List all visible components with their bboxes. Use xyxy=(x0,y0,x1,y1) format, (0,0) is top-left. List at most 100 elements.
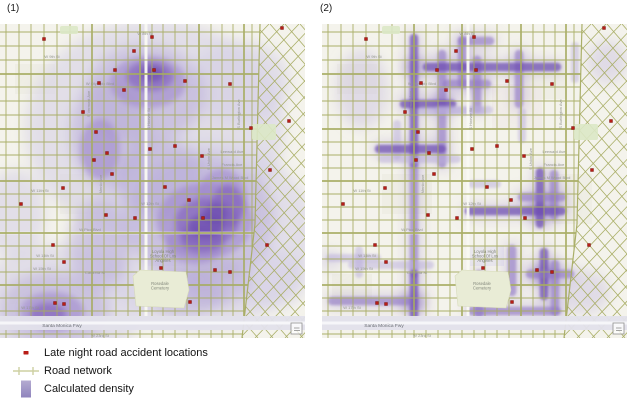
accident-point xyxy=(416,130,420,134)
school-label: Loyola High School Of Los Angeles xyxy=(150,249,176,263)
legend-label-road-network: Road network xyxy=(44,365,112,377)
accident-point xyxy=(19,202,23,206)
accident-point xyxy=(51,243,55,247)
svg-text:S Hoover St: S Hoover St xyxy=(146,107,151,129)
svg-text:S Union Ave: S Union Ave xyxy=(528,147,533,170)
svg-text:Menlo Ave: Menlo Ave xyxy=(98,174,103,193)
accident-point xyxy=(268,168,272,172)
accident-point xyxy=(92,158,96,162)
accident-point xyxy=(105,151,109,155)
accident-point xyxy=(364,37,368,41)
legend-item-accidents: Late night road accident locations xyxy=(0,344,320,362)
accident-point xyxy=(602,26,606,30)
page-corner-icon xyxy=(290,322,303,335)
accident-point xyxy=(148,147,152,151)
accident-point xyxy=(455,216,459,220)
svg-text:W 9th St: W 9th St xyxy=(366,54,382,59)
svg-text:James M Wood Blvd: James M Wood Blvd xyxy=(212,175,249,180)
accident-point xyxy=(104,213,108,217)
accident-point xyxy=(403,110,407,114)
svg-text:W Pico Blvd: W Pico Blvd xyxy=(401,227,423,232)
cemetery-area xyxy=(454,269,512,309)
accident-point xyxy=(509,198,513,202)
accident-point xyxy=(201,216,205,220)
svg-text:W 17th St: W 17th St xyxy=(343,305,361,310)
svg-text:W 17th St: W 17th St xyxy=(21,305,39,310)
accident-point xyxy=(159,266,163,270)
accident-point xyxy=(384,302,388,306)
accident-point xyxy=(510,300,514,304)
svg-text:James M Wood Blvd: James M Wood Blvd xyxy=(534,175,571,180)
road-network-layer xyxy=(322,24,627,338)
svg-text:Leeward Ave: Leeward Ave xyxy=(542,149,566,154)
svg-text:W 12th St: W 12th St xyxy=(463,201,481,206)
legend-label-density: Calculated density xyxy=(44,383,134,395)
svg-text:S Vermont Ave: S Vermont Ave xyxy=(408,90,413,117)
accident-point xyxy=(419,81,423,85)
accident-point xyxy=(375,301,379,305)
accident-point xyxy=(474,68,478,72)
page-corner-icon xyxy=(612,322,625,335)
accident-point xyxy=(42,37,46,41)
green-areas-layer xyxy=(60,26,276,309)
accident-point xyxy=(200,154,204,158)
svg-text:S Burlington Ave: S Burlington Ave xyxy=(236,98,241,128)
accident-point xyxy=(187,198,191,202)
accident-point xyxy=(280,26,284,30)
accident-point xyxy=(427,151,431,155)
accident-point xyxy=(97,81,101,85)
legend-item-road-network: Road network xyxy=(0,362,320,380)
accident-point xyxy=(173,144,177,148)
svg-text:W 8th St: W 8th St xyxy=(137,31,153,36)
accident-point xyxy=(432,172,436,176)
legend: Late night road accident locations Road … xyxy=(0,344,320,398)
accident-point xyxy=(435,68,439,72)
accident-point xyxy=(113,68,117,72)
cemetery-label: Rosedale Cemetery xyxy=(151,281,170,291)
accident-point xyxy=(132,49,136,53)
svg-text:W 23rd St: W 23rd St xyxy=(91,333,110,338)
accident-point xyxy=(523,216,527,220)
accident-point xyxy=(505,79,509,83)
accident-point xyxy=(472,35,476,39)
green-areas-layer xyxy=(382,26,598,309)
accident-point xyxy=(522,154,526,158)
freeway-layer xyxy=(0,316,305,330)
accident-point xyxy=(384,260,388,264)
svg-text:W 15th St: W 15th St xyxy=(355,266,373,271)
accident-point-icon xyxy=(8,348,44,358)
accident-point xyxy=(183,79,187,83)
accident-point xyxy=(249,126,253,130)
density-swatch-icon xyxy=(8,380,44,398)
accident-point xyxy=(94,130,98,134)
svg-text:Cambria St: Cambria St xyxy=(85,270,106,275)
cemetery-label: Rosedale Cemetery xyxy=(473,281,492,291)
accident-point xyxy=(287,119,291,123)
accident-point xyxy=(152,68,156,72)
accident-points-layer xyxy=(19,26,291,306)
accident-point xyxy=(481,266,485,270)
svg-text:Francis Ave: Francis Ave xyxy=(222,162,244,167)
svg-text:Menlo Ave: Menlo Ave xyxy=(420,174,425,193)
svg-text:W 11th St: W 11th St xyxy=(31,188,49,193)
svg-text:W 14th St: W 14th St xyxy=(36,253,54,258)
road-network-icon xyxy=(8,365,44,377)
svg-text:S Burlington Ave: S Burlington Ave xyxy=(558,98,563,128)
svg-text:W 15th St: W 15th St xyxy=(33,266,51,271)
school-label: Loyola High School Of Los Angeles xyxy=(472,249,498,263)
accident-point xyxy=(62,302,66,306)
accident-point xyxy=(265,243,269,247)
accident-point xyxy=(163,185,167,189)
accident-point xyxy=(373,243,377,247)
accident-point xyxy=(470,147,474,151)
svg-text:W Pico Blvd: W Pico Blvd xyxy=(79,227,101,232)
freeway-layer xyxy=(322,316,627,330)
svg-text:S Vermont Ave: S Vermont Ave xyxy=(86,90,91,117)
svg-text:S Union Ave: S Union Ave xyxy=(206,147,211,170)
accident-points-layer xyxy=(341,26,613,306)
svg-text:Cambria St: Cambria St xyxy=(407,270,428,275)
accident-point xyxy=(426,213,430,217)
svg-text:W 11th St: W 11th St xyxy=(353,188,371,193)
